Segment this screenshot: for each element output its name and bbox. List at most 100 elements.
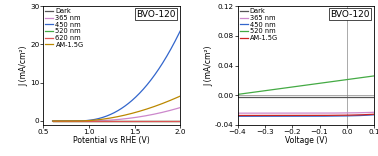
AM-1.5G — [335, 114, 339, 116]
AM-1.5G — [252, 115, 256, 116]
520 nm — [178, 120, 183, 122]
Legend: Dark, 365 nm, 450 nm, 520 nm, AM-1.5G: Dark, 365 nm, 450 nm, 520 nm, AM-1.5G — [239, 8, 278, 41]
520 nm — [252, 91, 256, 93]
450 nm — [290, 115, 294, 117]
AM-1.5G — [334, 114, 338, 116]
AM-1.5G — [66, 120, 70, 122]
Dark — [92, 120, 96, 122]
Legend: Dark, 365 nm, 450 nm, 520 nm, 620 nm, AM-1.5G: Dark, 365 nm, 450 nm, 520 nm, 620 nm, AM… — [45, 8, 84, 48]
450 nm — [143, 86, 147, 88]
365 nm — [290, 112, 294, 114]
450 nm — [235, 115, 240, 117]
520 nm — [92, 120, 96, 122]
Dark — [101, 120, 105, 122]
620 nm — [50, 120, 55, 122]
365 nm — [66, 120, 70, 122]
365 nm — [143, 115, 147, 117]
520 nm — [280, 88, 284, 89]
AM-1.5G — [92, 119, 96, 121]
Dark — [66, 120, 70, 122]
450 nm — [335, 115, 339, 117]
AM-1.5G — [130, 112, 135, 114]
Y-axis label: J (mA/cm²): J (mA/cm²) — [20, 45, 29, 86]
AM-1.5G — [290, 115, 294, 116]
365 nm — [372, 111, 376, 113]
AM-1.5G — [372, 113, 376, 115]
520 nm — [143, 120, 147, 122]
450 nm — [321, 115, 326, 117]
365 nm — [334, 112, 338, 114]
Dark — [130, 120, 135, 122]
520 nm — [101, 120, 105, 122]
620 nm — [92, 120, 96, 122]
Dark — [334, 96, 338, 98]
AM-1.5G — [280, 115, 284, 116]
Line: AM-1.5G: AM-1.5G — [53, 96, 180, 121]
620 nm — [178, 120, 183, 122]
X-axis label: Potential vs RHE (V): Potential vs RHE (V) — [73, 136, 150, 145]
Dark — [143, 120, 147, 122]
365 nm — [321, 112, 326, 114]
AM-1.5G — [50, 120, 55, 122]
520 nm — [66, 120, 70, 122]
450 nm — [178, 30, 183, 32]
365 nm — [143, 115, 147, 117]
Text: BVO-120: BVO-120 — [331, 10, 370, 19]
520 nm — [50, 120, 55, 122]
Y-axis label: J (mA/cm²): J (mA/cm²) — [204, 45, 213, 86]
450 nm — [66, 120, 70, 122]
Dark — [178, 120, 183, 122]
620 nm — [101, 120, 105, 122]
450 nm — [130, 99, 135, 101]
520 nm — [372, 75, 376, 77]
Line: 450 nm: 450 nm — [237, 115, 374, 116]
520 nm — [321, 82, 326, 84]
Dark — [321, 96, 326, 98]
AM-1.5G — [143, 109, 147, 111]
620 nm — [143, 120, 147, 122]
520 nm — [130, 120, 135, 122]
365 nm — [178, 107, 183, 109]
450 nm — [280, 115, 284, 117]
Dark — [252, 96, 256, 98]
X-axis label: Voltage (V): Voltage (V) — [285, 136, 327, 145]
450 nm — [334, 115, 338, 117]
520 nm — [334, 80, 338, 82]
520 nm — [235, 93, 240, 95]
365 nm — [92, 120, 96, 122]
365 nm — [101, 120, 105, 122]
520 nm — [290, 86, 294, 88]
Line: AM-1.5G: AM-1.5G — [237, 114, 374, 115]
Dark — [50, 120, 55, 122]
Text: BVO-120: BVO-120 — [136, 10, 176, 19]
620 nm — [143, 120, 147, 122]
AM-1.5G — [178, 95, 183, 97]
520 nm — [143, 120, 147, 122]
AM-1.5G — [235, 115, 240, 116]
450 nm — [101, 116, 105, 118]
Line: 450 nm: 450 nm — [53, 31, 180, 121]
Line: 365 nm: 365 nm — [53, 108, 180, 121]
Dark — [143, 120, 147, 122]
Dark — [335, 96, 339, 98]
365 nm — [130, 117, 135, 119]
AM-1.5G — [321, 115, 326, 116]
620 nm — [66, 120, 70, 122]
450 nm — [143, 87, 147, 89]
365 nm — [252, 112, 256, 114]
450 nm — [252, 115, 256, 117]
365 nm — [280, 112, 284, 114]
Dark — [372, 96, 376, 98]
Line: 520 nm: 520 nm — [237, 76, 374, 94]
Dark — [235, 96, 240, 98]
Dark — [280, 96, 284, 98]
Line: 365 nm: 365 nm — [237, 112, 374, 113]
620 nm — [130, 120, 135, 122]
365 nm — [235, 112, 240, 114]
Dark — [290, 96, 294, 98]
450 nm — [50, 120, 55, 122]
365 nm — [335, 112, 339, 114]
450 nm — [92, 119, 96, 120]
365 nm — [50, 120, 55, 122]
520 nm — [335, 80, 339, 82]
